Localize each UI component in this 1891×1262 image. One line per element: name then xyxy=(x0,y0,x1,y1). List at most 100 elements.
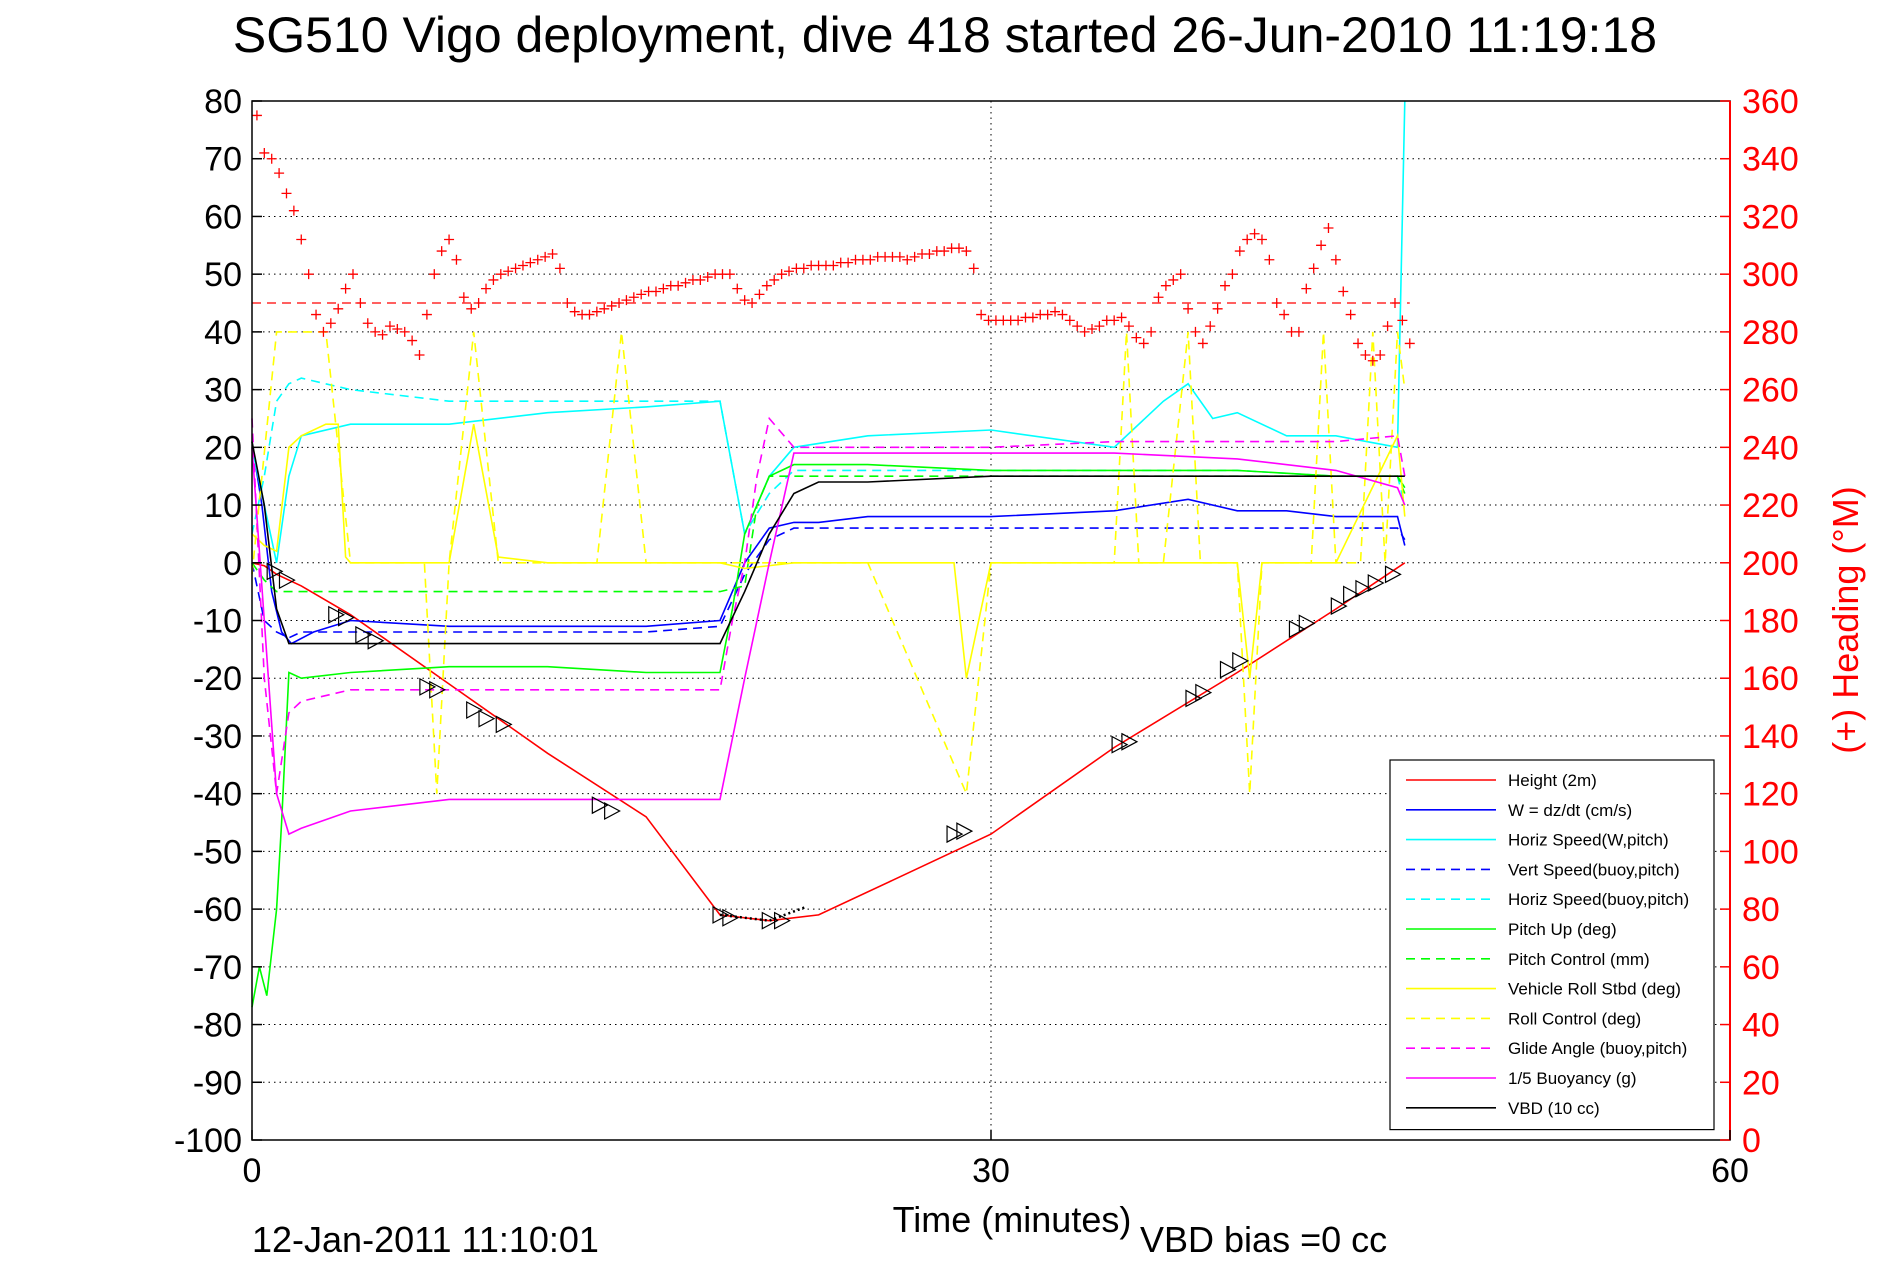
y-tick-label: 50 xyxy=(204,256,242,294)
heading-point xyxy=(525,257,536,268)
turn-marker xyxy=(761,911,779,930)
y2-tick-label: 260 xyxy=(1742,372,1799,410)
y2-tick-label: 220 xyxy=(1742,487,1799,525)
heading-point xyxy=(436,246,447,257)
grid-lines xyxy=(252,101,1730,1140)
legend-entry: Vehicle Roll Stbd (deg) xyxy=(1508,980,1681,999)
y-tick-label: -40 xyxy=(193,776,242,814)
y2-tick-label: 20 xyxy=(1742,1064,1780,1102)
x-tick-label: 0 xyxy=(243,1152,262,1190)
series-line-8 xyxy=(251,331,1406,797)
heading-point xyxy=(488,274,499,285)
turn-marker xyxy=(1288,620,1306,639)
heading-point xyxy=(754,289,765,300)
turn-marker xyxy=(367,631,385,650)
y-tick-label: -50 xyxy=(193,833,242,871)
heading-point xyxy=(473,298,484,309)
legend-entry: Vert Speed(buoy,pitch) xyxy=(1508,860,1680,879)
heading-point xyxy=(451,254,462,265)
heading-point xyxy=(296,234,307,245)
turn-marker xyxy=(604,801,621,820)
heading-point xyxy=(362,318,373,329)
series-line-2 xyxy=(251,100,1406,563)
series-line-9 xyxy=(251,416,1406,794)
heading-point xyxy=(517,260,528,271)
y2-tick-label: 360 xyxy=(1742,83,1799,121)
heading-point xyxy=(828,260,839,271)
turn-marker xyxy=(591,796,609,815)
series-line-0 xyxy=(251,562,1406,922)
heading-point xyxy=(547,248,558,259)
turn-marker xyxy=(1185,689,1203,708)
turn-marker xyxy=(278,571,296,590)
heading-point xyxy=(259,147,270,158)
turn-marker xyxy=(712,905,730,924)
y2-tick-label: 0 xyxy=(1742,1122,1761,1160)
heading-point xyxy=(1013,315,1024,326)
turn-marker xyxy=(1367,573,1385,592)
heading-point xyxy=(953,243,964,254)
legend-entry: Roll Control (deg) xyxy=(1508,1009,1641,1028)
y2-tick-label: 340 xyxy=(1742,141,1799,179)
x-tick-label: 30 xyxy=(972,1152,1010,1190)
heading-point xyxy=(1249,228,1260,239)
series-lines xyxy=(251,100,1406,1008)
heading-point xyxy=(1360,349,1371,360)
heading-point xyxy=(1397,315,1408,326)
heading-point xyxy=(303,269,314,280)
heading-point xyxy=(1234,246,1245,257)
heading-point xyxy=(1079,326,1090,337)
heading-point xyxy=(650,286,661,297)
heading-point xyxy=(355,298,366,309)
legend-box xyxy=(1389,759,1715,1131)
heading-point xyxy=(333,303,344,314)
heading-point xyxy=(429,269,440,280)
heading-point xyxy=(1271,298,1282,309)
legend-entry: 1/5 Buoyancy (g) xyxy=(1508,1069,1637,1088)
heading-point xyxy=(702,272,713,283)
heading-point xyxy=(510,263,521,274)
turn-marker xyxy=(495,715,513,734)
y-tick-label: 20 xyxy=(204,429,242,467)
heading-point xyxy=(1375,349,1386,360)
heading-point xyxy=(1057,309,1068,320)
heading-point xyxy=(562,298,573,309)
series-line-1 xyxy=(251,441,1406,645)
y-tick-label: -100 xyxy=(174,1122,242,1160)
heading-point xyxy=(340,283,351,294)
y2-tick-label: 200 xyxy=(1742,545,1799,583)
heading-point xyxy=(384,321,395,332)
heading-point xyxy=(458,292,469,303)
y-tick-label: -70 xyxy=(193,949,242,987)
legend-entry: Horiz Speed(buoy,pitch) xyxy=(1508,890,1689,909)
series-line-7 xyxy=(251,423,1406,679)
turn-marker xyxy=(355,625,373,644)
heading-point xyxy=(1109,315,1120,326)
turn-marker xyxy=(1343,585,1360,604)
heading-point xyxy=(968,263,979,274)
footer-vbd-bias: VBD bias =0 cc xyxy=(1140,1219,1387,1260)
y-tick-label: -10 xyxy=(193,603,242,641)
heading-point xyxy=(444,234,455,245)
heading-point xyxy=(1131,332,1142,343)
heading-point xyxy=(1227,269,1238,280)
heading-point xyxy=(1175,269,1186,280)
series-line-3 xyxy=(251,527,1406,639)
heading-point xyxy=(628,292,639,303)
legend: Height (2m) W = dz/dt (cm/s) Horiz Speed(W… xyxy=(1389,759,1715,1131)
heading-point xyxy=(1146,326,1157,337)
legend-entry: Pitch Control (mm) xyxy=(1508,950,1650,969)
heading-point xyxy=(1345,309,1356,320)
turn-marker xyxy=(1355,579,1373,598)
series-line-5 xyxy=(251,463,1406,1008)
heading-point xyxy=(1308,263,1319,274)
heading-point xyxy=(370,326,381,337)
heading-point xyxy=(399,326,410,337)
turn-marker xyxy=(429,680,447,699)
heading-point xyxy=(1183,303,1194,314)
y-tick-label: 80 xyxy=(204,83,242,121)
turn-marker xyxy=(1111,735,1129,754)
heading-point xyxy=(1160,280,1171,291)
heading-point xyxy=(695,274,706,285)
heading-point xyxy=(680,277,691,288)
